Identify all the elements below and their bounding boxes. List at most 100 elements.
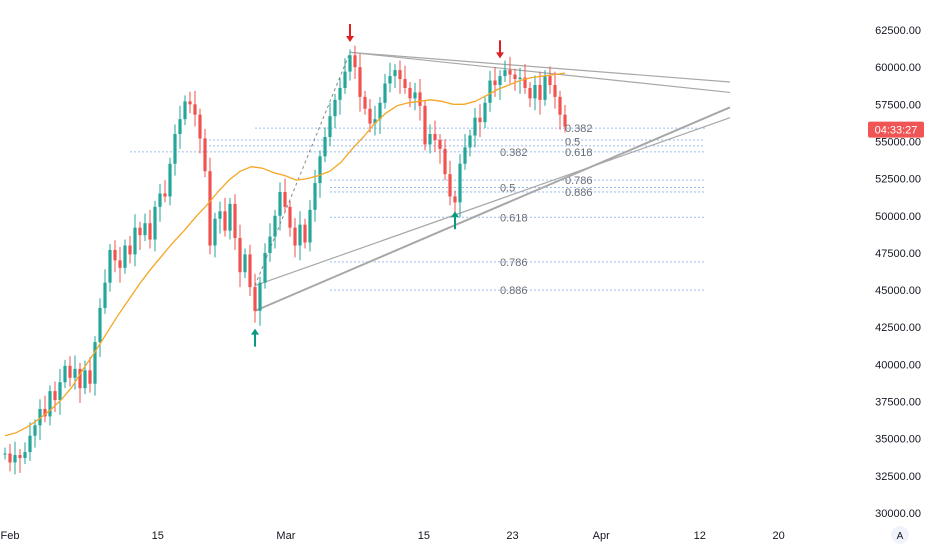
x-tick-label: Feb [1, 530, 20, 542]
y-tick-label: 55000.00 [875, 136, 921, 148]
candle-body [153, 206, 157, 240]
candle-body [343, 71, 347, 88]
candle-body [403, 79, 407, 88]
candle-body [438, 139, 442, 149]
x-tick-label: 23 [506, 530, 518, 542]
y-tick-label: 32500.00 [875, 471, 921, 483]
candle-body [88, 370, 92, 384]
candle-body [503, 70, 507, 77]
candle-body [218, 211, 222, 219]
candle-body [278, 191, 282, 216]
candle-body [383, 83, 387, 103]
candle-body [483, 102, 487, 123]
candle-body [228, 203, 232, 231]
candle-body [38, 408, 42, 426]
candle-body [493, 80, 497, 85]
candle-body [313, 183, 317, 210]
axis-mode-button[interactable]: A [891, 526, 909, 544]
candle-body [448, 174, 452, 197]
candle-body [433, 134, 437, 140]
candle-body [83, 370, 87, 389]
candle-body [468, 135, 472, 148]
candle-body [138, 227, 142, 236]
x-tick-label: Mar [276, 530, 295, 542]
arrow-down-icon [496, 52, 504, 59]
arrow-up-icon [451, 211, 459, 218]
candle-body [23, 452, 27, 459]
current-price-badge-bg [868, 121, 924, 138]
x-tick-label: 15 [152, 530, 164, 542]
candle-body [73, 368, 77, 378]
y-tick-label: 35000.00 [875, 434, 921, 446]
candle-body [393, 70, 397, 77]
moving-average-line [4, 72, 566, 437]
candle-body [418, 92, 422, 106]
candle-body [318, 156, 322, 184]
candle-body [538, 84, 542, 100]
x-tick-label: Apr [593, 530, 610, 542]
candle-body [193, 104, 197, 115]
candle-body [558, 96, 562, 115]
candle-body [273, 215, 277, 237]
candle-body [543, 76, 547, 100]
candle-body [488, 80, 492, 103]
candle-body [298, 224, 302, 246]
x-tick-label: 20 [772, 530, 784, 542]
candle-body [108, 249, 112, 283]
candle-body [378, 102, 382, 120]
candle-body [168, 163, 172, 197]
y-tick-label: 50000.00 [875, 211, 921, 223]
candle-body [258, 282, 262, 311]
candle-body [78, 368, 82, 389]
candle-body [18, 455, 22, 459]
candle-body [253, 287, 257, 311]
candle-body [453, 196, 457, 203]
candle-body [338, 87, 342, 100]
candle-body [348, 55, 352, 72]
candle-body [443, 148, 447, 175]
candle-body [68, 365, 72, 378]
y-tick-label: 42500.00 [875, 322, 921, 334]
candle-body [63, 365, 67, 383]
candle-body [263, 252, 267, 283]
candle-body [523, 77, 527, 88]
candle-body [478, 117, 482, 123]
x-tick-label: 15 [418, 530, 430, 542]
fib-level-label: 0.5 [565, 136, 580, 148]
axis-mode-label[interactable]: A [897, 531, 904, 542]
candle-body [353, 55, 357, 68]
candle-body [103, 282, 107, 308]
time-axis[interactable]: Feb 15 Mar 15 23 Apr 12 20 [1, 530, 785, 542]
candle-body [508, 70, 512, 75]
arrow-up-icon [251, 328, 259, 335]
candle-body [333, 99, 337, 117]
candle-body [268, 236, 272, 253]
candle-body [98, 307, 102, 343]
candle-body [33, 425, 37, 436]
candle-body [363, 96, 367, 109]
fib-level-label: 0.5 [500, 183, 515, 195]
candle-body [368, 108, 372, 124]
axis-mode-circle[interactable] [891, 526, 909, 544]
price-axis[interactable]: 62500.00 60000.00 57500.00 55000.00 52500.00… [875, 25, 921, 520]
candle-body [183, 101, 187, 120]
candle-body [8, 453, 12, 463]
y-tick-label: 47500.00 [875, 248, 921, 260]
candle-body [178, 119, 182, 135]
candle-body [243, 254, 247, 273]
arrow-down-icon [346, 35, 354, 42]
candle-body [173, 134, 177, 164]
fib-level-label: 0.618 [565, 147, 593, 159]
candle-body [548, 76, 552, 85]
candle-body [223, 211, 227, 231]
candle-body [53, 391, 57, 401]
candle-body [233, 203, 237, 239]
candle-body [163, 193, 167, 197]
candle-body [113, 249, 117, 261]
y-tick-label: 40000.00 [875, 359, 921, 371]
y-tick-label: 45000.00 [875, 285, 921, 297]
candle-body [498, 76, 502, 85]
candle-body [58, 382, 62, 401]
